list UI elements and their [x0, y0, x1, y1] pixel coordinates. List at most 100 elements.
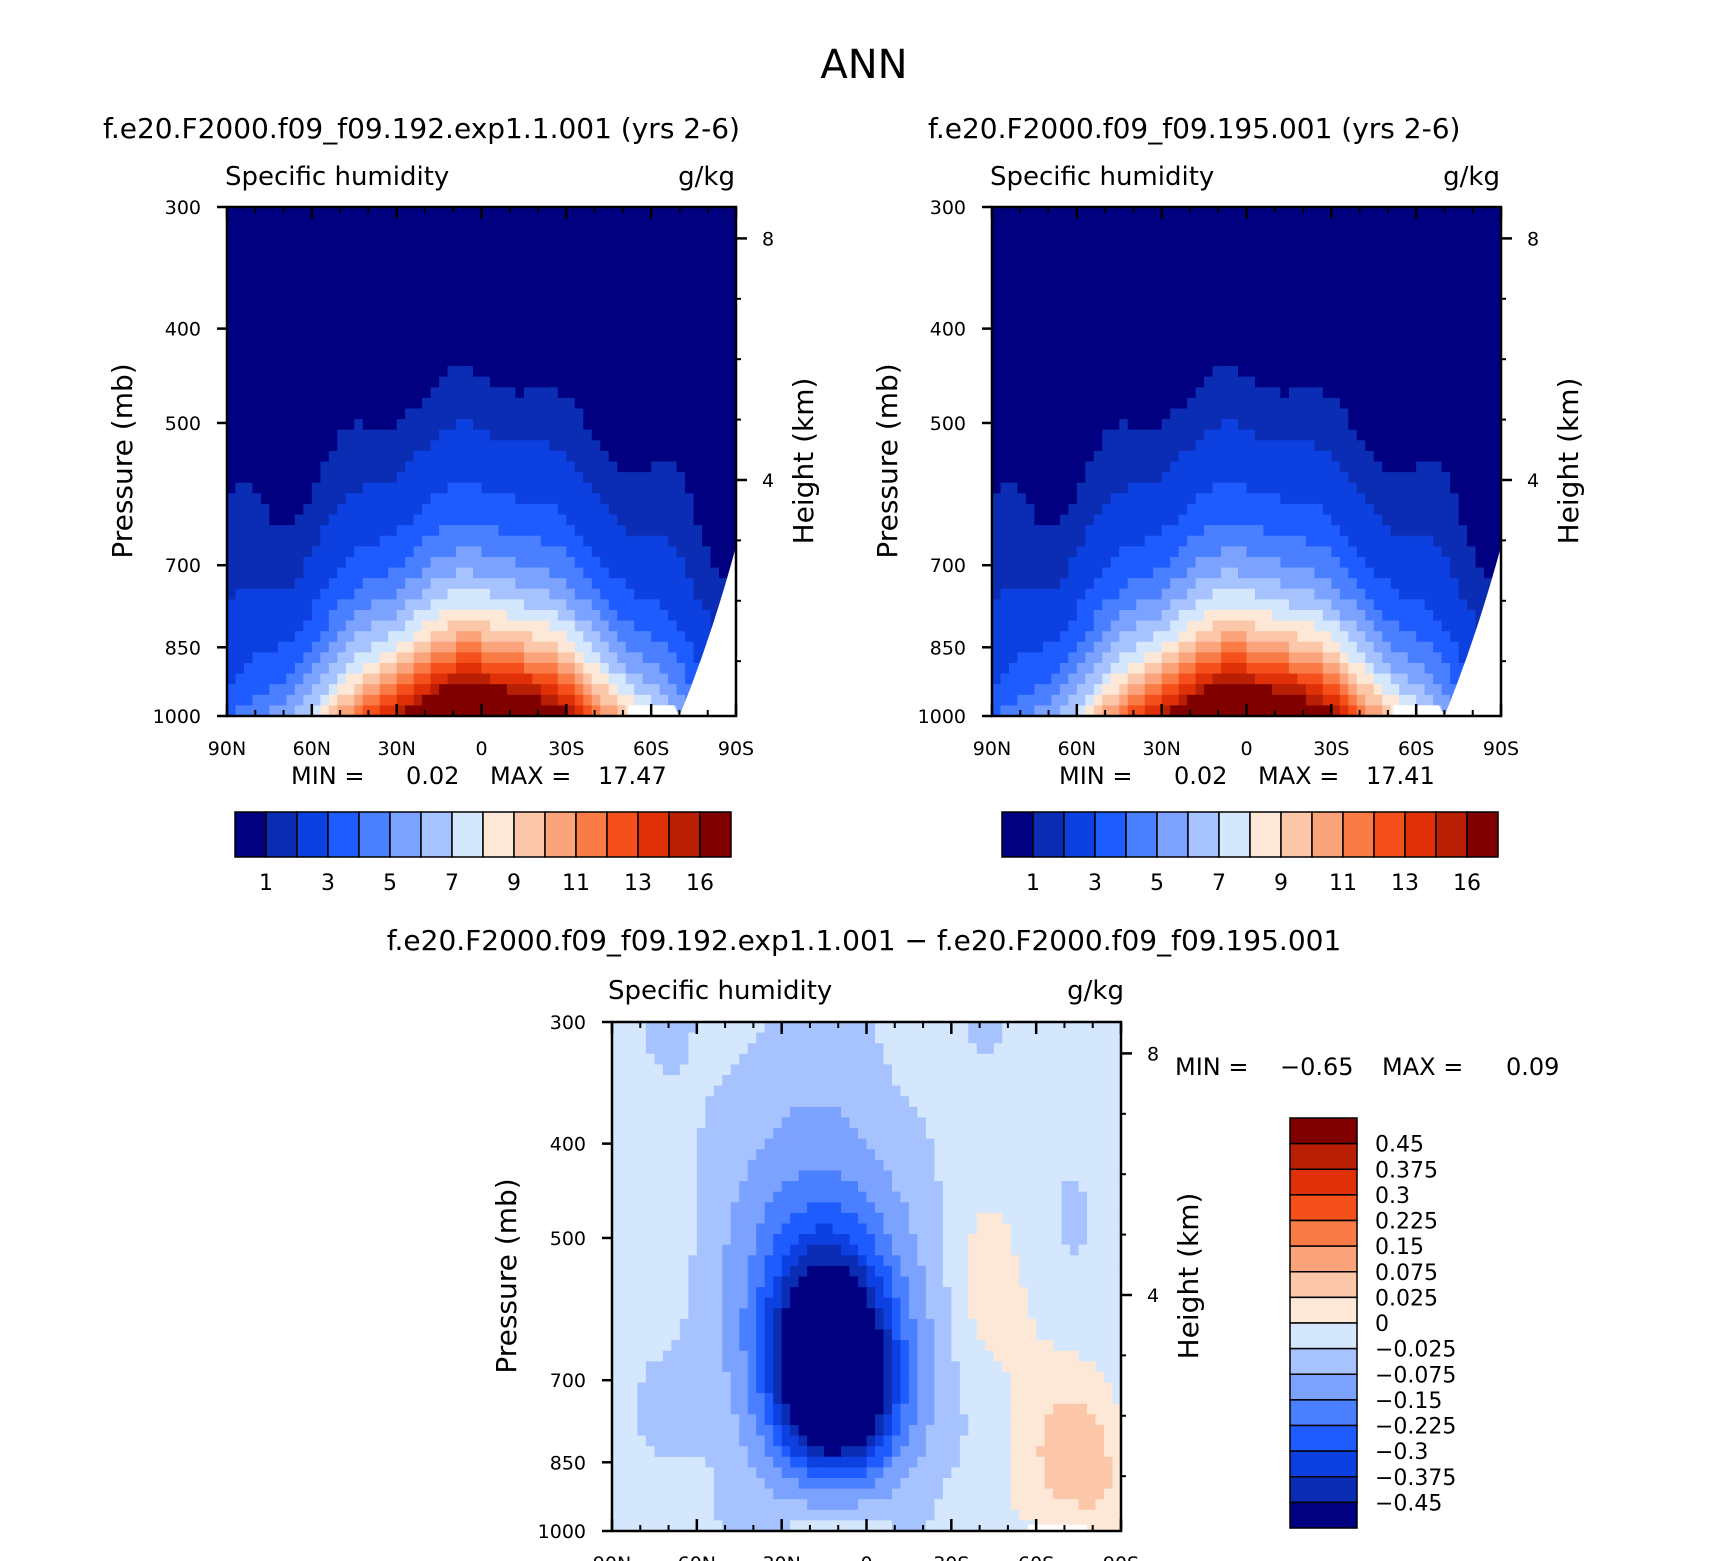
contour-cell — [1170, 366, 1180, 378]
contour-cell — [642, 493, 652, 505]
contour-cell — [1204, 355, 1214, 367]
contour-cell — [659, 366, 669, 378]
contour-cell — [1051, 302, 1061, 314]
contour-cell — [413, 344, 423, 357]
contour-cell — [1000, 429, 1010, 441]
contour-cell — [1305, 408, 1315, 420]
contour-cell — [1076, 705, 1086, 717]
contour-cell — [362, 355, 372, 367]
contour-cell — [260, 344, 271, 357]
contour-cell — [1221, 546, 1231, 558]
contour-cell — [1136, 408, 1146, 420]
contour-cell — [371, 684, 381, 696]
contour-cell — [591, 334, 601, 346]
contour-cell — [1254, 535, 1265, 547]
contour-cell — [506, 472, 517, 484]
contour-cell — [379, 694, 389, 706]
contour-cell — [1051, 673, 1061, 685]
contour-cell — [1271, 408, 1282, 420]
contour-cell — [1305, 652, 1315, 664]
contour-cell — [557, 620, 567, 632]
contour-cell — [634, 440, 644, 452]
contour-cell — [1322, 525, 1332, 537]
contour-cell — [523, 355, 533, 367]
contour-cell — [354, 684, 364, 696]
contour-cell — [379, 461, 389, 473]
contour-cell — [396, 313, 406, 325]
contour-cell — [405, 302, 415, 314]
contour-cell — [447, 673, 457, 685]
contour-cell — [1000, 323, 1010, 335]
contour-cell — [685, 397, 695, 410]
contour-cell — [676, 556, 686, 569]
contour-cell — [489, 535, 500, 547]
contour-cell — [600, 281, 610, 293]
contour-cell — [473, 281, 483, 293]
contour-cell — [269, 238, 279, 251]
contour-cell — [1339, 535, 1349, 547]
contour-cell — [1017, 366, 1027, 378]
contour-cell — [992, 302, 1002, 314]
contour-cell — [269, 599, 279, 611]
contour-cell — [489, 249, 500, 261]
contour-cell — [1212, 366, 1222, 378]
contour-cell — [235, 376, 245, 388]
contour-cell — [583, 684, 593, 696]
contour-cell — [303, 270, 313, 282]
contour-cell — [286, 228, 296, 240]
contour-cell — [1059, 376, 1069, 388]
contour-cell — [1238, 366, 1248, 378]
contour-cell — [710, 302, 720, 314]
contour-cell — [591, 387, 601, 399]
contour-cell — [1161, 355, 1171, 367]
contour-cell — [481, 228, 491, 240]
contour-cell — [354, 249, 364, 261]
contour-cell — [583, 673, 593, 685]
panel-2-contour-field — [992, 207, 1502, 717]
contour-cell — [1161, 207, 1171, 219]
contour-cell — [1212, 567, 1222, 579]
contour-cell — [617, 207, 627, 219]
contour-cell — [659, 535, 669, 547]
contour-cell — [337, 556, 347, 569]
contour-cell — [1110, 302, 1120, 314]
contour-cell — [1034, 376, 1044, 388]
contour-cell — [328, 482, 338, 494]
contour-cell — [345, 482, 355, 494]
contour-cell — [464, 450, 474, 463]
contour-cell — [727, 493, 737, 505]
contour-cell — [1331, 344, 1341, 357]
contour-cell — [1221, 217, 1231, 229]
contour-cell — [320, 556, 330, 569]
contour-cell — [354, 281, 364, 293]
contour-cell — [388, 662, 398, 675]
contour-cell — [277, 556, 287, 569]
panel-1-subtitle-right: g/kg — [678, 162, 735, 192]
contour-cell — [668, 397, 678, 410]
contour-cell — [1093, 620, 1103, 632]
contour-cell — [252, 344, 262, 357]
contour-cell — [328, 397, 338, 410]
contour-cell — [583, 344, 593, 357]
contour-cell — [481, 641, 491, 653]
contour-cell — [354, 461, 364, 473]
contour-cell — [311, 249, 321, 261]
contour-cell — [1212, 535, 1222, 547]
contour-cell — [1178, 525, 1188, 537]
contour-cell — [405, 334, 415, 346]
contour-cell — [608, 514, 618, 526]
contour-cell — [1170, 652, 1180, 664]
contour-cell — [727, 482, 737, 494]
contour-cell — [1204, 525, 1214, 537]
contour-cell — [1153, 217, 1163, 229]
contour-cell — [668, 673, 678, 685]
contour-cell — [574, 461, 584, 473]
contour-cell — [303, 472, 313, 484]
contour-cell — [1110, 652, 1120, 664]
contour-cell — [1246, 556, 1256, 569]
contour-cell — [608, 291, 618, 304]
contour-cell — [1136, 440, 1146, 452]
contour-cell — [371, 376, 381, 388]
contour-cell — [523, 684, 533, 696]
contour-cell — [473, 249, 483, 261]
